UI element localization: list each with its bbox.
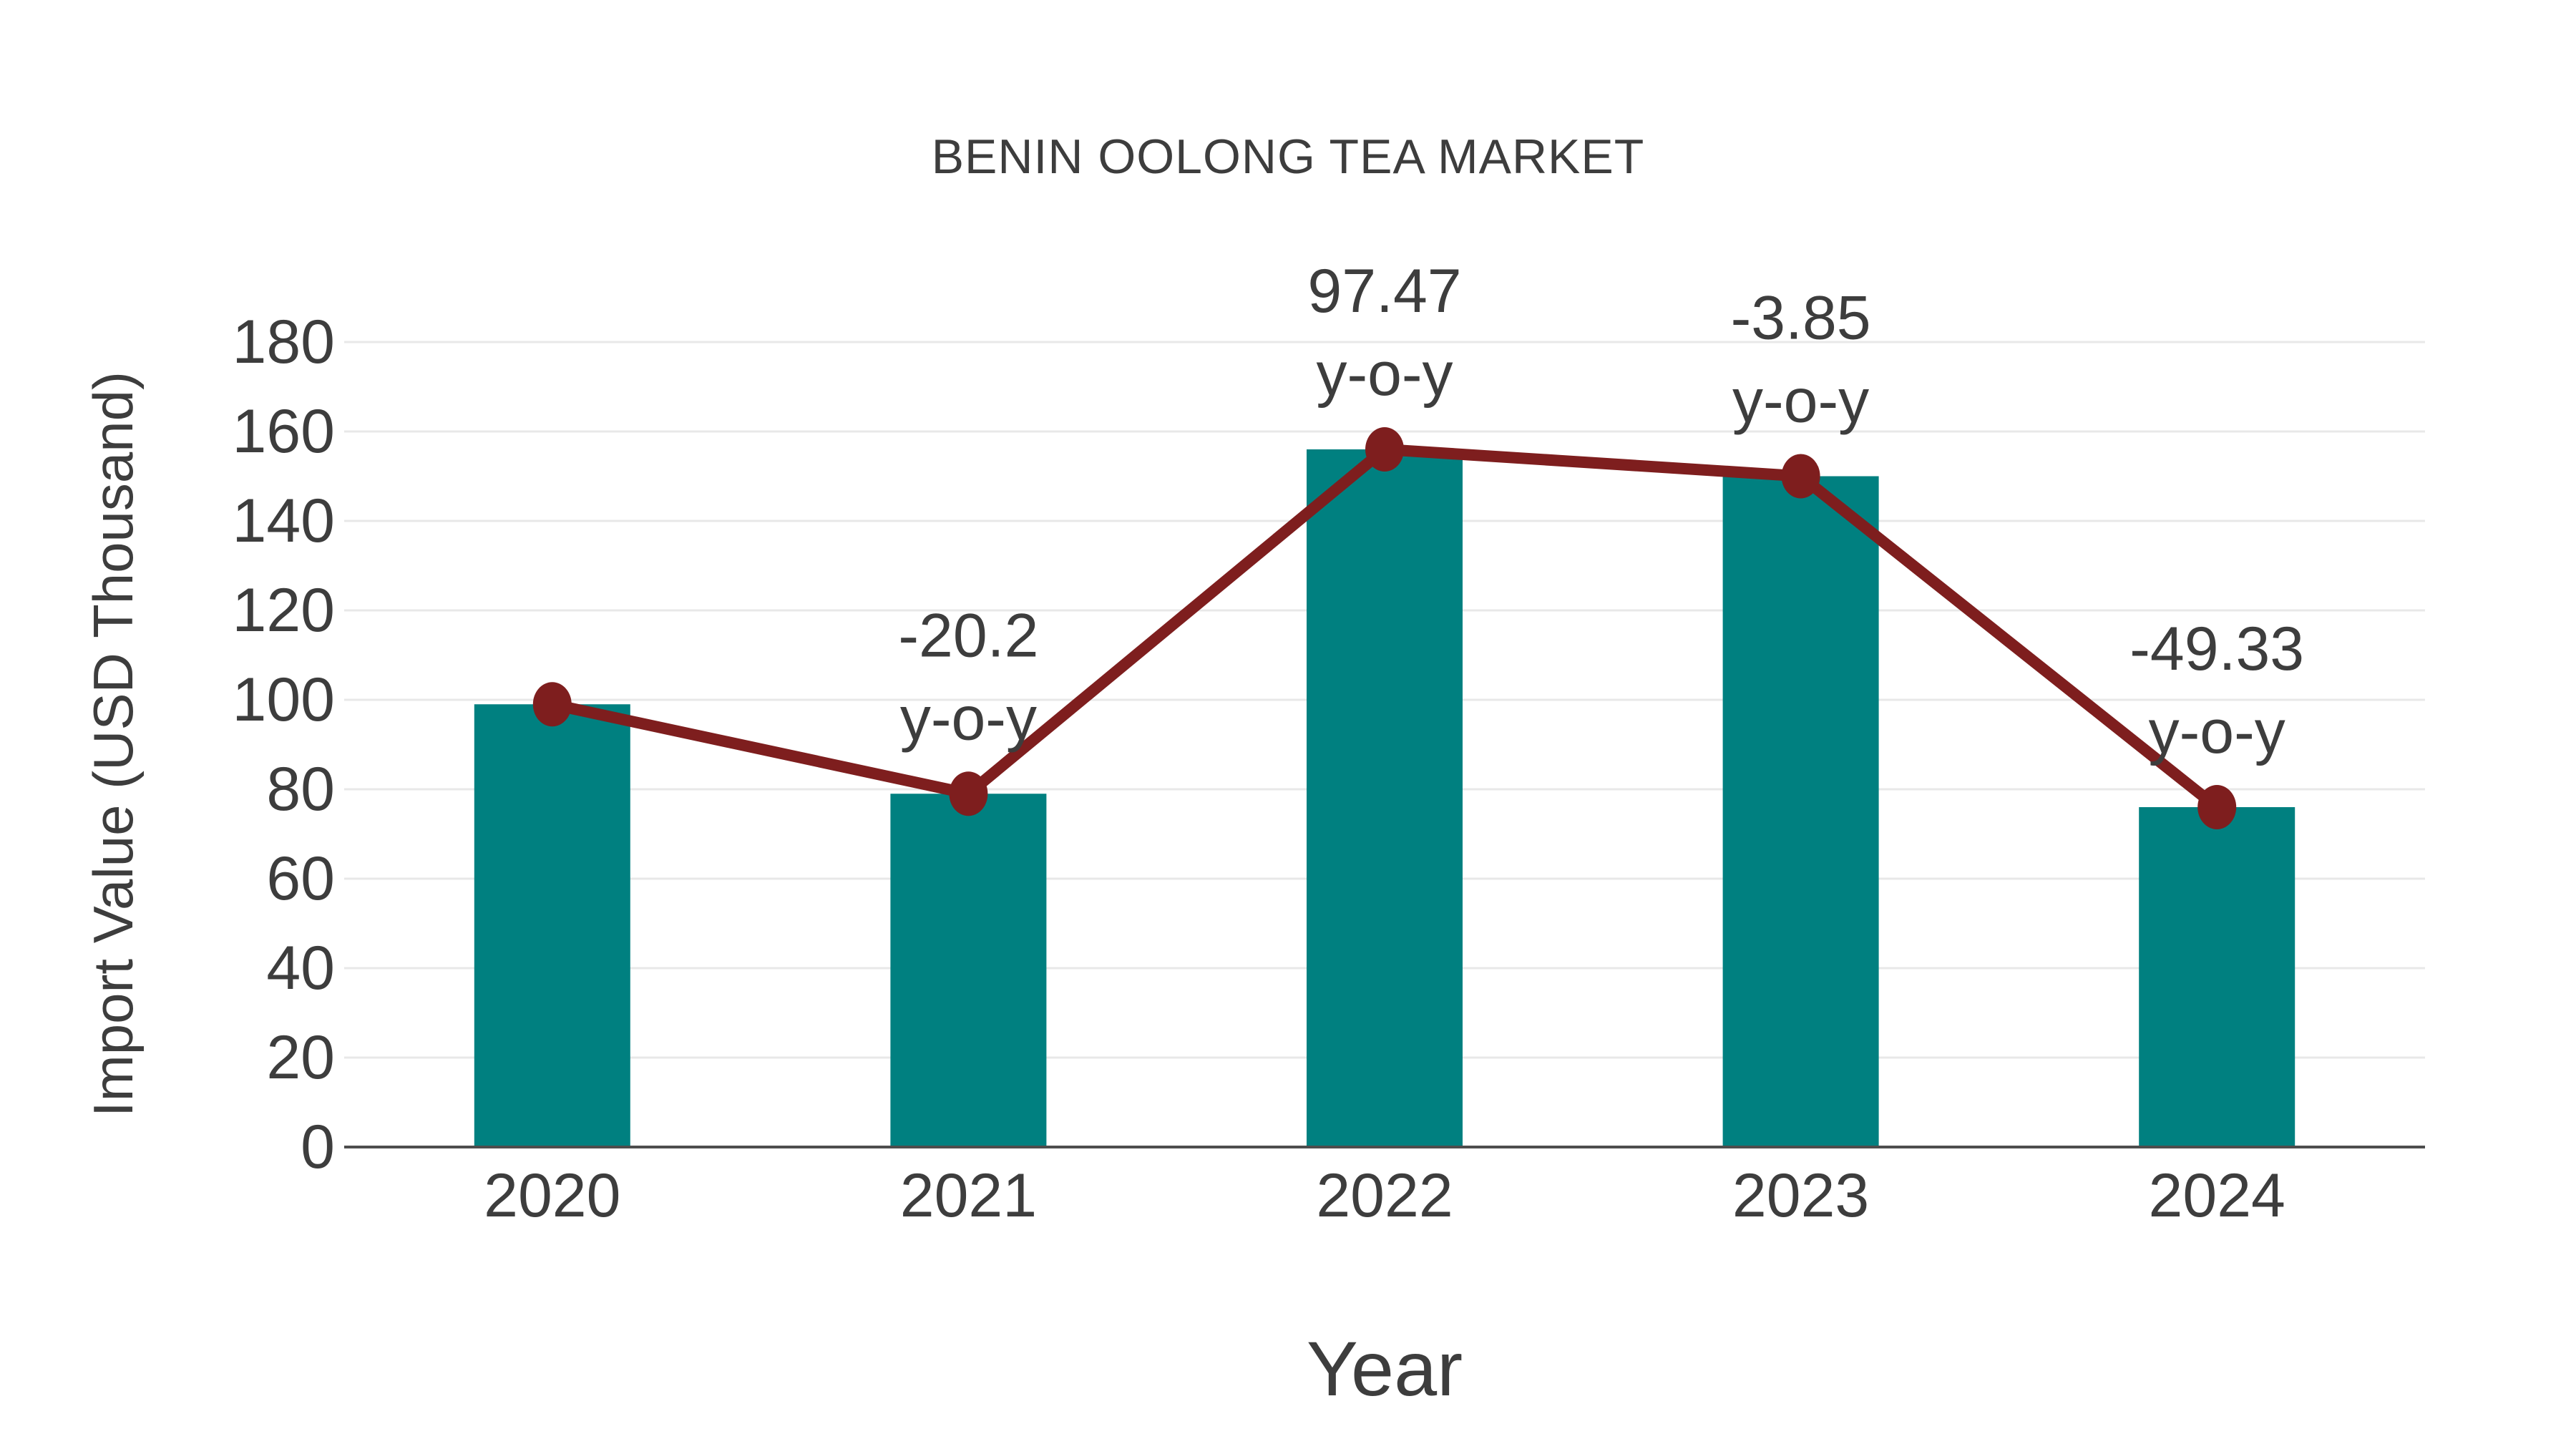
y-tick-label: 60 [266, 844, 335, 913]
annotation-value: -3.85 [1731, 284, 1871, 353]
trend-marker-2021 [949, 771, 988, 816]
bar-series [474, 449, 2296, 1147]
x-axis-label: Year [1307, 1325, 1463, 1412]
annotation-yoy: y-o-y [1732, 367, 1869, 436]
trend-marker-2022 [1365, 427, 1404, 472]
y-tick-labels: 0 20 40 60 80 100 120 140 160 180 [233, 308, 336, 1181]
chart-title: BENIN OOLONG TEA MARKET [932, 130, 1645, 184]
y-tick-label: 140 [233, 487, 336, 555]
bar-2020 [474, 704, 630, 1147]
bar-2024 [2139, 807, 2296, 1147]
annotation-value: -49.33 [2129, 615, 2304, 683]
annotation-yoy: y-o-y [1316, 340, 1453, 409]
x-tick-label: 2023 [1732, 1161, 1869, 1230]
annotation-value: 97.47 [1307, 257, 1461, 326]
y-tick-label: 180 [233, 308, 336, 376]
y-tick-label: 100 [233, 665, 336, 734]
y-axis-label: Import Value (USD Thousand) [82, 371, 145, 1117]
y-tick-label: 0 [301, 1113, 335, 1181]
x-tick-label: 2020 [484, 1161, 620, 1230]
trend-line-series [532, 427, 2237, 829]
y-tick-label: 80 [266, 755, 335, 824]
bar-2023 [1722, 476, 1879, 1147]
bar-2021 [890, 794, 1047, 1147]
y-tick-label: 120 [233, 576, 336, 645]
yoy-annotations: -20.2 y-o-y 97.47 y-o-y -3.85 y-o-y -49.33 y-o-… [898, 257, 2304, 766]
bar-2022 [1307, 449, 1463, 1147]
x-tick-label: 2021 [900, 1161, 1037, 1230]
x-tick-label: 2022 [1316, 1161, 1453, 1230]
trend-marker-2024 [2197, 785, 2237, 829]
y-tick-label: 40 [266, 934, 335, 1002]
y-tick-label: 160 [233, 397, 336, 466]
annotation-yoy: y-o-y [2149, 698, 2285, 766]
y-tick-label: 20 [266, 1023, 335, 1092]
trend-marker-2020 [532, 682, 572, 727]
x-tick-label: 2024 [2149, 1161, 2285, 1230]
annotation-yoy: y-o-y [900, 684, 1037, 753]
trend-marker-2023 [1781, 454, 1820, 499]
annotation-value: -20.2 [898, 601, 1038, 670]
x-tick-labels: 2020 2021 2022 2023 2024 [484, 1161, 2285, 1230]
